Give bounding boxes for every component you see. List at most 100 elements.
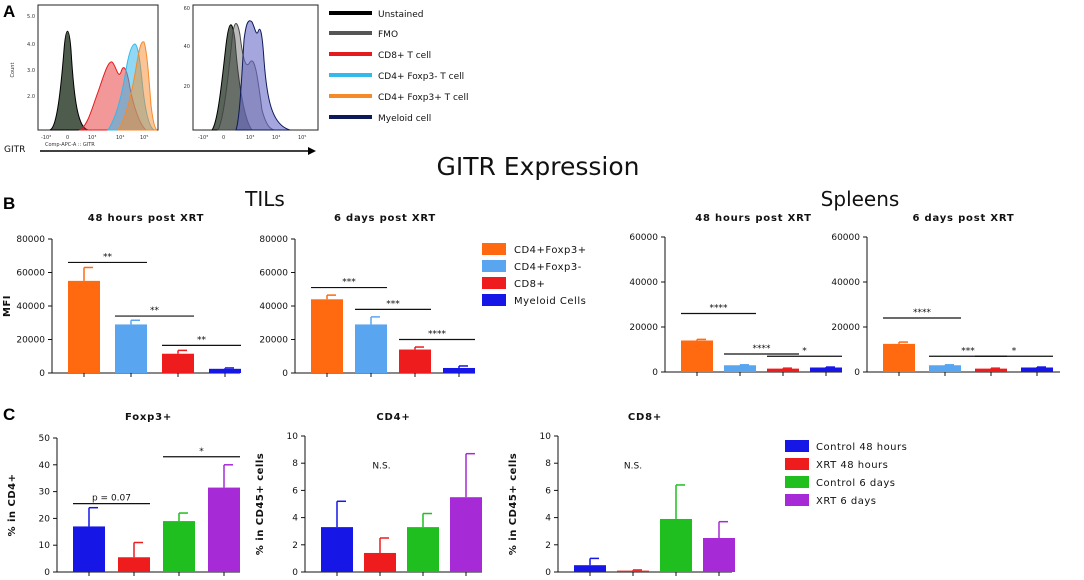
y-tick-label: 2 bbox=[545, 541, 551, 551]
y-tick-label: 80000 bbox=[259, 235, 288, 245]
significance-label: * bbox=[199, 447, 204, 457]
y-tick-label: 10 bbox=[287, 432, 299, 442]
panel-letter-a: A bbox=[3, 2, 15, 21]
bar-control-6-days bbox=[660, 518, 692, 572]
y-tick-label: 0 bbox=[39, 369, 45, 379]
y-tick-label: 4 bbox=[292, 514, 298, 524]
flow2-ytick: 40 bbox=[184, 44, 190, 50]
y-tick-label: 60000 bbox=[831, 233, 860, 243]
y-tick-label: 20000 bbox=[629, 323, 658, 333]
bar-cd4-foxp3- bbox=[681, 340, 713, 372]
flow2-xtick: 10⁴ bbox=[272, 135, 280, 141]
legend-c: Control 48 hours XRT 48 hours Control 6 … bbox=[785, 440, 907, 507]
legend-c-swatch-3 bbox=[785, 494, 809, 506]
annotation-ns: N.S. bbox=[372, 462, 390, 472]
legend-b-swatch-0 bbox=[482, 243, 506, 255]
significance-label: **** bbox=[428, 330, 447, 340]
flow-legend-label: CD8+ T cell bbox=[378, 51, 431, 61]
bar-cd4-foxp3- bbox=[311, 299, 343, 373]
y-tick-label: 0 bbox=[854, 368, 860, 378]
bar-control-6-days bbox=[407, 527, 439, 572]
y-tick-label: 20000 bbox=[16, 336, 45, 346]
flow-legend: Unstained FMO CD8+ T cell CD4+ Foxp3- T … bbox=[329, 10, 468, 124]
flow-legend-label: FMO bbox=[378, 30, 398, 40]
y-tick-label: 40000 bbox=[831, 278, 860, 288]
legend-b-swatch-1 bbox=[482, 260, 506, 272]
chart-c-cd8: CD8+ 0 2 4 6 8 10 % in CD45+ cells N.S. bbox=[508, 412, 735, 578]
legend-c-swatch-2 bbox=[785, 476, 809, 488]
y-tick-label: 0 bbox=[44, 568, 50, 578]
flow1-xtick: 0 bbox=[66, 135, 69, 141]
flow1-ytick: 3.0 bbox=[27, 68, 35, 74]
y-tick-label: 20000 bbox=[259, 336, 288, 346]
y-axis-label: % in CD45+ cells bbox=[508, 453, 519, 555]
significance-label: p = 0.07 bbox=[92, 494, 131, 504]
y-tick-label: 40000 bbox=[16, 302, 45, 312]
bar-control-48-hours bbox=[574, 565, 606, 572]
tils-title: TILs bbox=[244, 187, 285, 211]
y-tick-label: 6 bbox=[545, 486, 551, 496]
y-tick-label: 60000 bbox=[16, 269, 45, 279]
bar-control-6-days bbox=[163, 521, 195, 572]
legend-b-label: CD4+Foxp3+ bbox=[514, 245, 587, 256]
legend-c-label: Control 48 hours bbox=[816, 442, 907, 453]
panel-letter-b: B bbox=[3, 194, 15, 213]
significance-label: *** bbox=[961, 346, 975, 356]
y-tick-label: 10 bbox=[39, 541, 51, 551]
y-axis-label: % in CD45+ cells bbox=[255, 453, 266, 555]
legend-c-label: XRT 6 days bbox=[816, 496, 877, 507]
chart-title: 48 hours post XRT bbox=[695, 213, 812, 224]
y-tick-label: 6 bbox=[292, 486, 298, 496]
y-tick-label: 0 bbox=[282, 369, 288, 379]
y-tick-label: 40000 bbox=[259, 302, 288, 312]
legend-b: CD4+Foxp3+ CD4+Foxp3- CD8+ Myeloid Cells bbox=[482, 243, 587, 307]
flow-legend-label: Myeloid cell bbox=[378, 114, 431, 124]
flow1-xtick: 10³ bbox=[88, 135, 96, 141]
significance-label: ** bbox=[150, 306, 160, 316]
y-tick-label: 8 bbox=[292, 459, 298, 469]
y-tick-label: 50 bbox=[39, 434, 51, 444]
flow-legend-label: CD4+ Foxp3+ T cell bbox=[378, 93, 468, 103]
flow2-xtick: 10⁵ bbox=[298, 135, 306, 141]
significance-label: **** bbox=[710, 304, 729, 314]
histogram-unstained bbox=[49, 30, 89, 131]
panel-letter-c: C bbox=[3, 405, 15, 424]
y-tick-label: 80000 bbox=[16, 235, 45, 245]
flow2-ytick: 60 bbox=[184, 6, 190, 12]
flow1-xtick: 10⁴ bbox=[116, 135, 124, 141]
legend-c-swatch-0 bbox=[785, 440, 809, 452]
bar-control-48-hours bbox=[321, 527, 353, 572]
significance-label: ** bbox=[197, 335, 207, 345]
bar-xrt-6-days bbox=[208, 487, 240, 572]
bar-xrt-48-hours bbox=[118, 557, 150, 572]
flow-ylabel-1: Count bbox=[10, 63, 16, 78]
significance-label: **** bbox=[913, 308, 932, 318]
bar-cd4-foxp3- bbox=[883, 343, 915, 372]
y-tick-label: 60000 bbox=[629, 233, 658, 243]
flow2-xtick: 0 bbox=[222, 135, 225, 141]
legend-b-swatch-2 bbox=[482, 277, 506, 289]
bar-myeloid-cells bbox=[810, 367, 842, 372]
y-tick-label: 60000 bbox=[259, 269, 288, 279]
y-tick-label: 4 bbox=[545, 514, 551, 524]
flow-plot-1: Count 4.0 3.0 2.0 5.0 -10³ 0 10³ 10⁴ 10⁵… bbox=[10, 4, 159, 148]
y-tick-label: 2 bbox=[292, 541, 298, 551]
y-tick-label: 0 bbox=[545, 568, 551, 578]
chart-b-spleen-48h: 48 hours post XRT0200004000060000*******… bbox=[629, 213, 842, 378]
chart-title: 48 hours post XRT bbox=[88, 213, 205, 224]
significance-label: *** bbox=[386, 299, 400, 309]
legend-b-swatch-3 bbox=[482, 294, 506, 306]
legend-c-label: XRT 48 hours bbox=[816, 460, 888, 471]
y-tick-label: 0 bbox=[652, 368, 658, 378]
legend-c-swatch-1 bbox=[785, 458, 809, 470]
chart-c-cd4: CD4+ 0 2 4 6 8 10 % in CD45+ cells N.S. bbox=[255, 412, 482, 578]
main-title: GITR Expression bbox=[436, 152, 639, 181]
y-tick-label: 8 bbox=[545, 459, 551, 469]
legend-b-label: CD8+ bbox=[514, 279, 545, 290]
histogram-cd4-foxp3-pos bbox=[117, 41, 158, 131]
bar-cd8- bbox=[399, 349, 431, 373]
flow1-xtick: -10³ bbox=[41, 135, 51, 141]
flow-xaxis-label: Comp-APC-A :: GITR bbox=[45, 142, 95, 148]
significance-label: ** bbox=[103, 252, 113, 262]
